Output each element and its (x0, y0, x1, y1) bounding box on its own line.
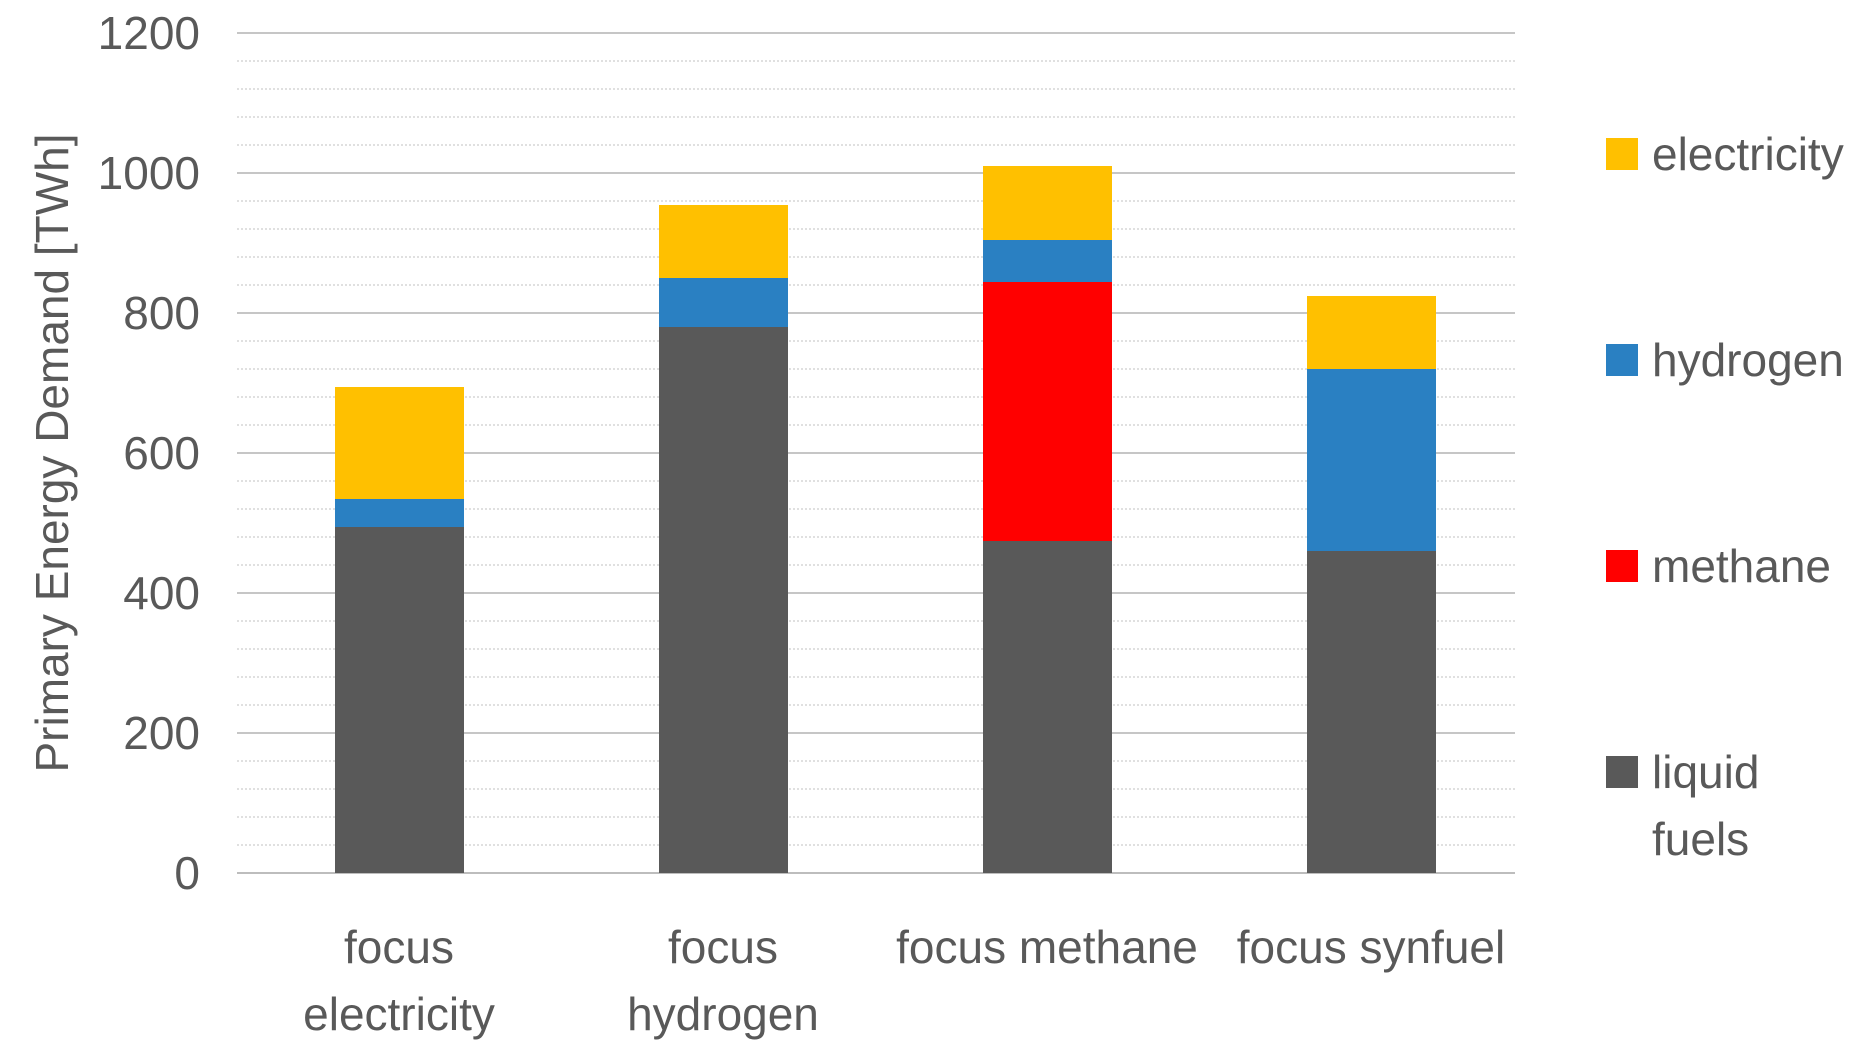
y-gridline-minor (237, 676, 1515, 678)
y-tick-label: 1000 (97, 147, 200, 199)
category-label-line: electricity (303, 988, 495, 1040)
bar-segment-liquid-fuels-2 (658, 327, 788, 873)
y-gridline-minor (237, 536, 1515, 538)
y-gridline-minor (237, 760, 1515, 762)
y-tick-label: 1200 (97, 7, 200, 59)
y-gridline-minor (237, 228, 1515, 230)
y-gridline-minor (237, 60, 1515, 62)
legend-label-liquid-fuels: fuels (1652, 813, 1750, 865)
legend-label-methane: methane (1652, 540, 1832, 592)
bar-segment-electricity-3 (982, 166, 1112, 240)
bar-segment-methane-3 (982, 281, 1112, 541)
y-gridline-minor (237, 368, 1515, 370)
y-gridline-minor (237, 340, 1515, 342)
y-gridline-minor (237, 564, 1515, 566)
y-tick-label: 400 (123, 567, 200, 619)
bar-segment-electricity-1 (334, 386, 464, 499)
y-tick-label: 0 (174, 847, 200, 899)
y-gridline-minor (237, 284, 1515, 286)
category-label-line: focus synfuel (1236, 921, 1506, 973)
y-gridline-major (237, 172, 1515, 174)
bar-segment-hydrogen-1 (334, 498, 464, 527)
y-gridline-minor (237, 116, 1515, 118)
bar-segment-electricity-4 (1306, 295, 1436, 369)
y-gridline-major (237, 312, 1515, 314)
y-gridline-minor (237, 508, 1515, 510)
y-gridline-major (237, 732, 1515, 734)
y-gridline-major (237, 592, 1515, 594)
y-gridline-minor (237, 704, 1515, 706)
y-gridline-minor (237, 396, 1515, 398)
y-tick-label: 800 (123, 287, 200, 339)
y-gridline-minor (237, 844, 1515, 846)
y-gridline-major (237, 32, 1515, 34)
legend-swatch-electricity (1606, 138, 1638, 170)
y-gridline-minor (237, 788, 1515, 790)
legend-swatch-liquid-fuels (1606, 756, 1638, 788)
bar-segment-liquid-fuels-3 (982, 540, 1112, 873)
y-gridline-minor (237, 424, 1515, 426)
category-label-line: focus (344, 921, 454, 973)
x-axis-line (237, 872, 1515, 874)
y-gridline-minor (237, 256, 1515, 258)
y-gridline-minor (237, 648, 1515, 650)
y-gridline-minor (237, 620, 1515, 622)
legend-swatch-hydrogen (1606, 344, 1638, 376)
bar-segment-hydrogen-4 (1306, 369, 1436, 551)
category-label-line: focus methane (896, 921, 1198, 973)
legend-label-electricity: electricity (1652, 128, 1844, 180)
y-gridline-minor (237, 200, 1515, 202)
legend-swatch-methane (1606, 550, 1638, 582)
y-gridline-minor (237, 144, 1515, 146)
bar-segment-liquid-fuels-4 (1306, 551, 1436, 873)
bar-segment-liquid-fuels-1 (334, 526, 464, 873)
y-gridline-major (237, 452, 1515, 454)
bar-segment-hydrogen-2 (658, 278, 788, 327)
legend-label-liquid-fuels: liquid (1652, 746, 1760, 798)
legend-label-hydrogen: hydrogen (1652, 334, 1844, 386)
category-label-line: hydrogen (627, 988, 819, 1040)
bar-segment-electricity-2 (658, 204, 788, 278)
y-tick-label: 200 (123, 707, 200, 759)
category-label-line: focus (668, 921, 778, 973)
y-gridline-minor (237, 480, 1515, 482)
y-tick-label: 600 (123, 427, 200, 479)
bar-segment-hydrogen-3 (982, 239, 1112, 282)
y-gridline-minor (237, 816, 1515, 818)
y-gridline-minor (237, 88, 1515, 90)
